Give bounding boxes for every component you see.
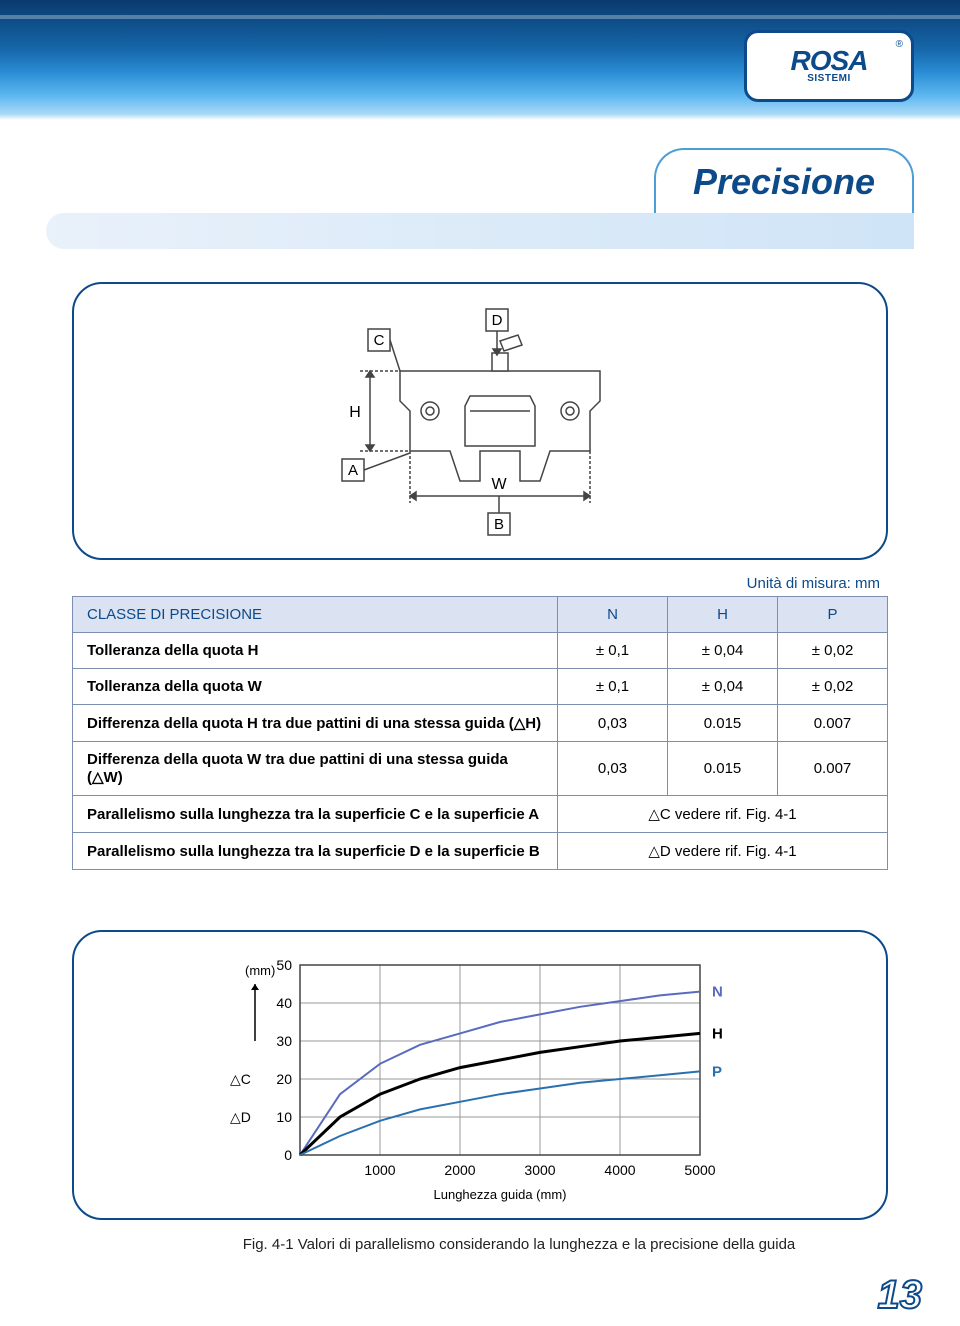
table-row-label: Parallelismo sulla lunghezza tra la supe… [73, 833, 558, 870]
svg-text:0: 0 [284, 1147, 292, 1163]
table-row-label: Tolleranza della quota H [73, 633, 558, 669]
page-title: Precisione [693, 161, 875, 203]
table-cell-merged: △C vedere rif. Fig. 4-1 [558, 796, 888, 833]
diagram-label-C: C [374, 332, 385, 349]
table-row: Differenza della quota W tra due pattini… [73, 742, 888, 796]
table-row: Tolleranza della quota W± 0,1± 0,04± 0,0… [73, 669, 888, 705]
svg-text:N: N [712, 984, 723, 1001]
table-cell: 0,03 [558, 705, 668, 742]
table-cell: 0,03 [558, 742, 668, 796]
table-cell: 0.015 [668, 705, 778, 742]
table-row-label: Differenza della quota H tra due pattini… [73, 705, 558, 742]
table-row-label: Parallelismo sulla lunghezza tra la supe… [73, 796, 558, 833]
technical-diagram-box: D C H A W B [72, 282, 888, 560]
svg-text:3000: 3000 [524, 1162, 555, 1178]
parallelism-chart: 0 10 20 30 40 50 1000 2000 3000 4000 5000 N H P (mm) △C… [200, 945, 760, 1205]
table-header-row: CLASSE DI PRECISIONE N H P [73, 597, 888, 633]
diagram-label-H: H [349, 404, 361, 421]
logo-registered: ® [896, 39, 903, 50]
title-tab: Precisione [654, 148, 914, 214]
chart-box: 0 10 20 30 40 50 1000 2000 3000 4000 5000 N H P (mm) △C… [72, 930, 888, 1220]
table-row: Differenza della quota H tra due pattini… [73, 705, 888, 742]
table-cell: ± 0,02 [778, 669, 888, 705]
table-cell: ± 0,02 [778, 633, 888, 669]
svg-text:H: H [712, 1025, 723, 1042]
diagram-label-A: A [348, 462, 358, 479]
technical-diagram: D C H A W B [270, 301, 690, 541]
svg-text:Lunghezza guida (mm): Lunghezza guida (mm) [434, 1187, 567, 1202]
svg-text:30: 30 [276, 1033, 292, 1049]
table-header-label: CLASSE DI PRECISIONE [73, 597, 558, 633]
title-strip [46, 213, 914, 249]
diagram-label-W: W [491, 476, 507, 493]
svg-text:△C: △C [230, 1071, 251, 1087]
table-row: Parallelismo sulla lunghezza tra la supe… [73, 833, 888, 870]
svg-text:P: P [712, 1063, 722, 1080]
table-cell: ± 0,04 [668, 669, 778, 705]
table-row: Parallelismo sulla lunghezza tra la supe… [73, 796, 888, 833]
table-header-N: N [558, 597, 668, 633]
table-cell: ± 0,1 [558, 633, 668, 669]
table-header-H: H [668, 597, 778, 633]
logo-main-text: ROSA [791, 48, 868, 73]
svg-text:△D: △D [230, 1109, 251, 1125]
svg-text:2000: 2000 [444, 1162, 475, 1178]
table-header-P: P [778, 597, 888, 633]
table-cell: ± 0,04 [668, 633, 778, 669]
table-cell: ± 0,1 [558, 669, 668, 705]
svg-text:40: 40 [276, 995, 292, 1011]
table-cell: 0.007 [778, 705, 888, 742]
diagram-label-B: B [494, 516, 504, 533]
unit-label: Unità di misura: mm [747, 575, 880, 592]
svg-text:5000: 5000 [684, 1162, 715, 1178]
table-row: Tolleranza della quota H± 0,1± 0,04± 0,0… [73, 633, 888, 669]
table-cell: 0.015 [668, 742, 778, 796]
logo: ® ROSA SISTEMI [744, 30, 914, 102]
page-number: 13 [878, 1273, 923, 1318]
svg-text:20: 20 [276, 1071, 292, 1087]
svg-text:4000: 4000 [604, 1162, 635, 1178]
svg-text:1000: 1000 [364, 1162, 395, 1178]
logo-sub-text: SISTEMI [807, 73, 851, 84]
table-row-label: Tolleranza della quota W [73, 669, 558, 705]
table-row-label: Differenza della quota W tra due pattini… [73, 742, 558, 796]
figure-caption: Fig. 4-1 Valori di parallelismo consider… [150, 1236, 888, 1253]
diagram-label-D: D [492, 312, 503, 329]
svg-text:(mm): (mm) [245, 963, 275, 978]
svg-text:10: 10 [276, 1109, 292, 1125]
precision-table: CLASSE DI PRECISIONE N H P Tolleranza de… [72, 596, 888, 870]
table-cell: 0.007 [778, 742, 888, 796]
table-cell-merged: △D vedere rif. Fig. 4-1 [558, 833, 888, 870]
svg-text:50: 50 [276, 957, 292, 973]
